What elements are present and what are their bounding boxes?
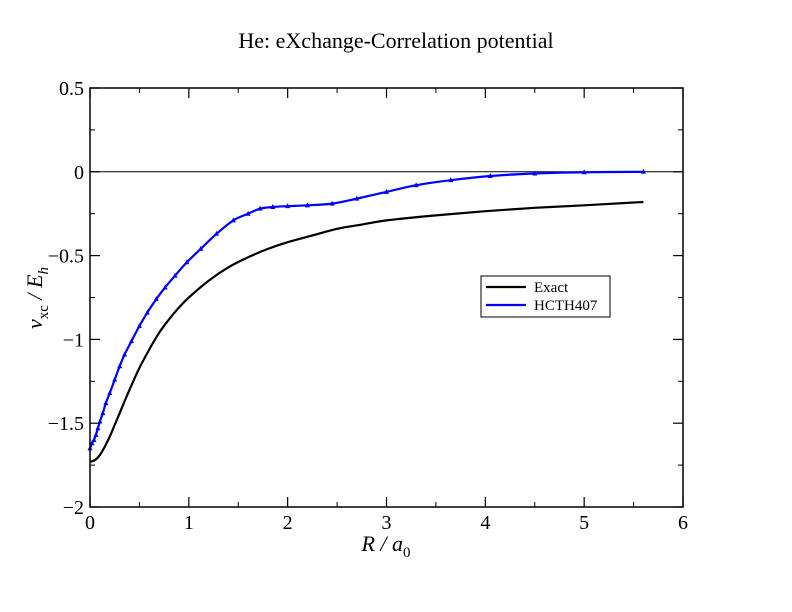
data-point-hcth407 (117, 363, 123, 369)
x-axis-title: R / a0 (360, 531, 410, 561)
marks-layer (87, 168, 683, 463)
legend-box (480, 275, 611, 318)
y-tick-label: −2 (63, 497, 84, 519)
data-point-hcth407 (122, 351, 128, 357)
legend-label-exact: Exact (534, 280, 569, 296)
data-point-hcth407 (214, 230, 220, 236)
y-tick-label: 0 (74, 162, 84, 184)
data-point-hcth407 (93, 431, 99, 437)
data-point-hcth407 (95, 425, 101, 431)
data-point-hcth407 (112, 376, 118, 382)
y-axis-title-mid: / E (22, 274, 47, 305)
chart-title: He: eXchange-Correlation potential (238, 28, 553, 53)
data-point-hcth407 (162, 284, 168, 290)
data-point-hcth407 (532, 170, 538, 176)
data-point-hcth407 (354, 195, 360, 201)
data-point-hcth407 (97, 418, 103, 424)
y-tick-label: −0.5 (48, 246, 84, 268)
data-point-hcth407 (129, 338, 135, 344)
y-tick-label: −1.5 (48, 413, 84, 435)
data-point-hcth407 (91, 436, 97, 442)
x-tick-label: 5 (579, 512, 589, 534)
series-line-exact (89, 200, 644, 463)
x-axis-title-main: R / a (360, 531, 403, 556)
data-point-hcth407 (144, 309, 150, 315)
data-point-hcth407 (184, 259, 190, 265)
x-tick-label: 2 (283, 512, 293, 534)
data-point-hcth407 (304, 202, 310, 208)
data-point-hcth407 (413, 182, 419, 188)
ticks-layer: 0 1 2 3 4 5 6 −2 −1.5 −1 −0.5 0 0.5 (48, 78, 688, 534)
data-point-hcth407 (384, 188, 389, 194)
data-point-hcth407 (581, 169, 587, 175)
data-point-hcth407 (107, 390, 113, 396)
x-tick-label: 3 (382, 512, 392, 534)
data-point-hcth407 (100, 410, 106, 416)
x-tick-label: 6 (678, 512, 688, 534)
data-point-hcth407 (230, 217, 236, 223)
y-axis-title: vxc / Eh (22, 267, 52, 329)
data-point-hcth407 (270, 203, 276, 209)
y-axis-title-e-sub: h (36, 267, 52, 275)
x-axis-title-sub: 0 (403, 545, 411, 561)
data-point-hcth407 (245, 210, 251, 216)
data-point-hcth407 (329, 200, 335, 206)
data-point-hcth407 (487, 172, 493, 178)
legend-label-hcth407: HCTH407 (534, 298, 598, 314)
x-tick-label: 1 (184, 512, 194, 534)
y-tick-label: 0.5 (59, 78, 84, 100)
data-point-hcth407 (640, 168, 646, 174)
data-point-hcth407 (257, 205, 263, 211)
data-point-hcth407 (172, 272, 178, 278)
x-tick-label: 0 (85, 512, 95, 534)
data-point-hcth407 (448, 177, 454, 183)
x-tick-label: 4 (480, 512, 490, 534)
data-point-hcth407 (285, 203, 291, 209)
data-point-hcth407 (153, 296, 159, 302)
data-point-hcth407 (103, 400, 109, 406)
y-tick-label: −1 (63, 329, 84, 351)
y-axis-title-v-sub: xc (36, 305, 52, 320)
legend: Exact HCTH407 (480, 275, 611, 318)
data-point-hcth407 (136, 322, 142, 328)
y-axis-title-v: v (22, 319, 47, 329)
plot-frame (89, 87, 684, 508)
data-point-hcth407 (198, 245, 204, 251)
